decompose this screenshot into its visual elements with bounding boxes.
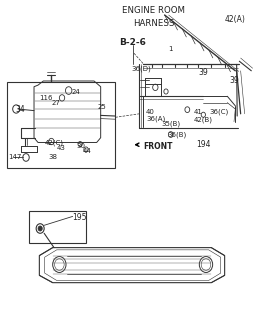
Text: 39: 39 bbox=[198, 68, 208, 77]
Text: 42(A): 42(A) bbox=[225, 15, 246, 24]
Text: 40: 40 bbox=[146, 109, 154, 115]
Text: FRONT: FRONT bbox=[143, 142, 172, 151]
Text: 116: 116 bbox=[39, 95, 52, 101]
Text: 36(A): 36(A) bbox=[146, 115, 165, 122]
Text: 44: 44 bbox=[83, 148, 91, 154]
Text: 194: 194 bbox=[196, 140, 211, 149]
Text: 42(B): 42(B) bbox=[194, 117, 213, 124]
Bar bbox=[7, 82, 115, 168]
Text: 35(B): 35(B) bbox=[161, 120, 180, 127]
Text: ENGINE ROOM: ENGINE ROOM bbox=[122, 6, 185, 15]
Text: 43: 43 bbox=[56, 145, 65, 151]
Text: 36(C): 36(C) bbox=[210, 109, 229, 116]
Text: 42(C): 42(C) bbox=[45, 139, 64, 146]
Text: 25: 25 bbox=[98, 104, 106, 110]
Bar bbox=[29, 211, 86, 243]
Text: 147: 147 bbox=[9, 155, 22, 160]
Text: B-2-6: B-2-6 bbox=[119, 38, 146, 47]
Text: 41: 41 bbox=[193, 109, 202, 115]
Text: 36(D): 36(D) bbox=[131, 66, 151, 72]
Text: 1: 1 bbox=[168, 46, 172, 52]
Text: 30: 30 bbox=[76, 143, 85, 149]
Circle shape bbox=[38, 226, 42, 231]
Text: 34: 34 bbox=[15, 105, 25, 114]
Text: 39: 39 bbox=[230, 76, 240, 85]
Text: 38: 38 bbox=[48, 154, 57, 160]
Text: 24: 24 bbox=[72, 90, 80, 95]
Text: 36(B): 36(B) bbox=[168, 131, 187, 138]
Text: HARNESS: HARNESS bbox=[133, 19, 175, 28]
Text: 195: 195 bbox=[72, 213, 87, 222]
Text: 27: 27 bbox=[51, 100, 60, 106]
